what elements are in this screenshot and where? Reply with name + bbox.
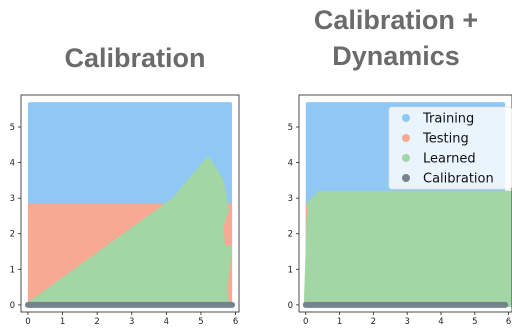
- learned-region: [303, 190, 512, 307]
- y-tick-label: 5: [10, 123, 15, 133]
- x-tick-label: 0: [303, 317, 308, 327]
- x-tick-label: 3: [404, 317, 409, 327]
- x-tick-label: 6: [506, 317, 511, 327]
- x-tick-label: 0: [25, 317, 30, 327]
- legend-marker: [402, 114, 410, 122]
- y-tick-label: 0: [10, 301, 15, 311]
- y-tick-label: 4: [288, 159, 293, 169]
- x-tick-label: 2: [94, 317, 99, 327]
- y-tick-label: 3: [288, 194, 293, 204]
- x-tick-label: 6: [233, 317, 238, 327]
- x-tick-label: 1: [60, 317, 65, 327]
- right-chart-title: Calibration + Dynamics: [313, 5, 479, 71]
- legend-label: Calibration: [423, 172, 494, 187]
- legend: Training Testing Learned Calibration: [388, 106, 512, 190]
- y-tick-label: 0: [288, 301, 293, 311]
- plot-area: [24, 102, 236, 308]
- learned-region: [25, 157, 233, 307]
- x-tick-label: 1: [337, 317, 342, 327]
- legend-label: Training: [422, 112, 474, 127]
- chart-2: 0 1 2 3 4 5 6 0 1 2 3 4 5 Training Testing Learned Calib…: [288, 94, 512, 327]
- left-chart-title: Calibration: [64, 43, 206, 73]
- y-tick-label: 1: [288, 265, 293, 275]
- x-tick-label: 4: [438, 317, 443, 327]
- y-tick-label: 2: [288, 230, 293, 240]
- chart-1: 0 1 2 3 4 5 6 0 1 2 3 4 5: [10, 94, 240, 327]
- axes-frame: [298, 94, 512, 313]
- x-tick-label: 5: [198, 317, 203, 327]
- legend-marker: [402, 134, 410, 142]
- x-tick-label: 5: [472, 317, 477, 327]
- x-tick-label: 4: [164, 317, 169, 327]
- y-tick-label: 2: [10, 230, 15, 240]
- y-tick-label: 1: [10, 265, 15, 275]
- legend-box: [388, 106, 512, 190]
- legend-marker: [402, 174, 410, 182]
- y-tick-label: 5: [288, 123, 293, 133]
- x-tick-label: 2: [371, 317, 376, 327]
- legend-label: Testing: [422, 132, 469, 147]
- legend-label: Learned: [423, 152, 476, 167]
- y-tick-label: 4: [10, 159, 15, 169]
- axes-frame: [20, 94, 240, 313]
- legend-marker: [402, 154, 410, 162]
- x-tick-label: 3: [129, 317, 134, 327]
- y-tick-label: 3: [10, 194, 15, 204]
